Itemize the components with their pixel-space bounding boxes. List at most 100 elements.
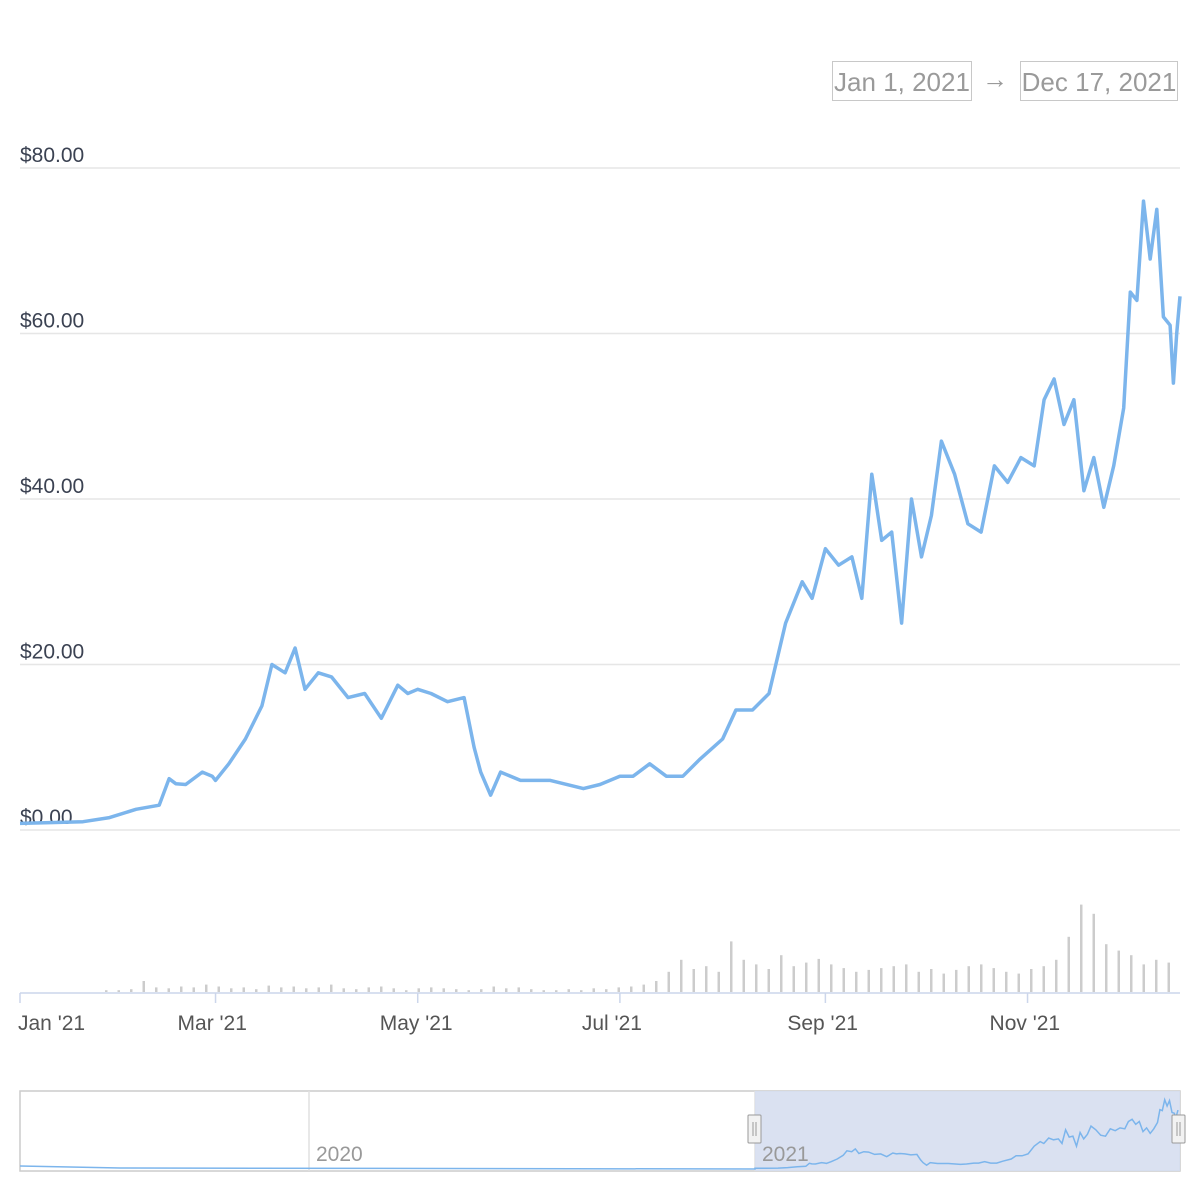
volume-bar xyxy=(1092,913,1095,992)
volume-bar xyxy=(830,964,833,992)
x-tick-label: May '21 xyxy=(380,1012,453,1035)
volume-bar xyxy=(905,964,908,992)
range-from-input[interactable]: Jan 1, 2021 xyxy=(832,61,972,101)
volume-bar xyxy=(655,981,658,992)
y-tick-label: $80.00 xyxy=(20,144,84,167)
volume-bar xyxy=(180,986,183,992)
navigator-right-handle[interactable] xyxy=(1171,1114,1186,1144)
volume-bar xyxy=(717,971,720,992)
volume-bar xyxy=(1130,955,1133,992)
volume-bar xyxy=(330,984,333,992)
volume-bar xyxy=(167,988,170,992)
volume-bar xyxy=(230,988,233,992)
volume-bar xyxy=(467,990,470,992)
volume-bar xyxy=(1155,959,1158,992)
grid-lines xyxy=(20,167,1180,831)
volume-bar xyxy=(567,989,570,992)
volume-bar xyxy=(317,987,320,992)
volume-bar xyxy=(1080,904,1083,992)
y-axis-labels: $0.00 $20.00 $40.00 $60.00 $80.00 xyxy=(20,144,84,829)
y-tick-label: $0.00 xyxy=(20,806,73,829)
volume-bar xyxy=(880,968,883,992)
x-tick-label: Jul '21 xyxy=(582,1012,642,1035)
navigator[interactable]: 2020 2021 xyxy=(19,1090,1186,1172)
volume-bar xyxy=(342,988,345,992)
volume-bar xyxy=(442,988,445,992)
volume-bar xyxy=(805,962,808,992)
volume-bar xyxy=(842,968,845,992)
volume-bar xyxy=(492,986,495,992)
x-tick-label: Jan '21 xyxy=(18,1012,85,1035)
volume-bar xyxy=(955,969,958,992)
volume-bar xyxy=(292,986,295,992)
y-tick-label: $60.00 xyxy=(20,310,84,333)
volume-bar xyxy=(505,988,508,992)
volume-bar xyxy=(417,988,420,992)
volume-bar xyxy=(967,966,970,992)
volume-bar xyxy=(405,990,408,992)
volume-bar xyxy=(1067,936,1070,992)
navigator-year-label: 2020 xyxy=(316,1143,363,1166)
price-series-line xyxy=(19,199,1182,826)
volume-bar xyxy=(942,973,945,992)
volume-bar xyxy=(480,989,483,992)
volume-bar xyxy=(767,969,770,992)
volume-bar xyxy=(592,988,595,992)
y-tick-label: $40.00 xyxy=(20,475,84,498)
volume-bar xyxy=(1017,973,1020,992)
range-arrow-icon: → xyxy=(982,64,1008,94)
navigator-selection xyxy=(755,1091,1180,1171)
volume-bar xyxy=(355,989,358,992)
volume-bar xyxy=(680,959,683,992)
volume-bar xyxy=(817,958,820,992)
volume-bar xyxy=(1005,971,1008,992)
volume-bar xyxy=(630,986,633,992)
volume-bar xyxy=(555,990,558,992)
volume-bar xyxy=(130,989,133,992)
volume-bar xyxy=(217,986,220,992)
volume-bar xyxy=(192,987,195,992)
volume-bar xyxy=(1055,959,1058,992)
volume-bar xyxy=(580,990,583,992)
x-tick-label: Sep '21 xyxy=(787,1012,858,1035)
volume-bar xyxy=(930,969,933,992)
volume-bar xyxy=(642,984,645,992)
volume-bar xyxy=(1167,962,1170,992)
volume-bar xyxy=(980,964,983,992)
volume-bar xyxy=(517,987,520,992)
volume-bar xyxy=(992,968,995,992)
volume-bar xyxy=(1030,969,1033,992)
volume-bar xyxy=(430,987,433,992)
volume-bar xyxy=(855,971,858,992)
volume-bar xyxy=(105,990,108,992)
x-tick-label: Mar '21 xyxy=(178,1012,247,1035)
volume-bar xyxy=(692,969,695,992)
volume-bar xyxy=(1117,950,1120,992)
volume-bar xyxy=(242,987,245,992)
navigator-left-handle[interactable] xyxy=(747,1114,762,1144)
volume-bar xyxy=(742,959,745,992)
volume-bar xyxy=(1105,944,1108,992)
volume-bar xyxy=(780,955,783,992)
volume-bar xyxy=(255,989,258,992)
volume-bar xyxy=(542,990,545,992)
volume-bar xyxy=(530,989,533,992)
volume-bar xyxy=(280,987,283,992)
volume-bar xyxy=(867,969,870,992)
volume-bar xyxy=(380,986,383,992)
volume-bar xyxy=(667,971,670,992)
volume-bar xyxy=(455,989,458,992)
volume-bar xyxy=(1142,964,1145,992)
volume-bar xyxy=(367,987,370,992)
volume-bar xyxy=(205,984,208,992)
volume-bar xyxy=(730,941,733,992)
volume-bar xyxy=(267,985,270,992)
range-to-input[interactable]: Dec 17, 2021 xyxy=(1020,61,1178,101)
x-tick-label: Nov '21 xyxy=(990,1012,1061,1035)
navigator-series-line xyxy=(19,1097,1179,1170)
volume-bars xyxy=(105,904,1170,992)
volume-bar xyxy=(755,964,758,992)
volume-bar xyxy=(117,990,120,992)
volume-bar xyxy=(142,981,145,992)
